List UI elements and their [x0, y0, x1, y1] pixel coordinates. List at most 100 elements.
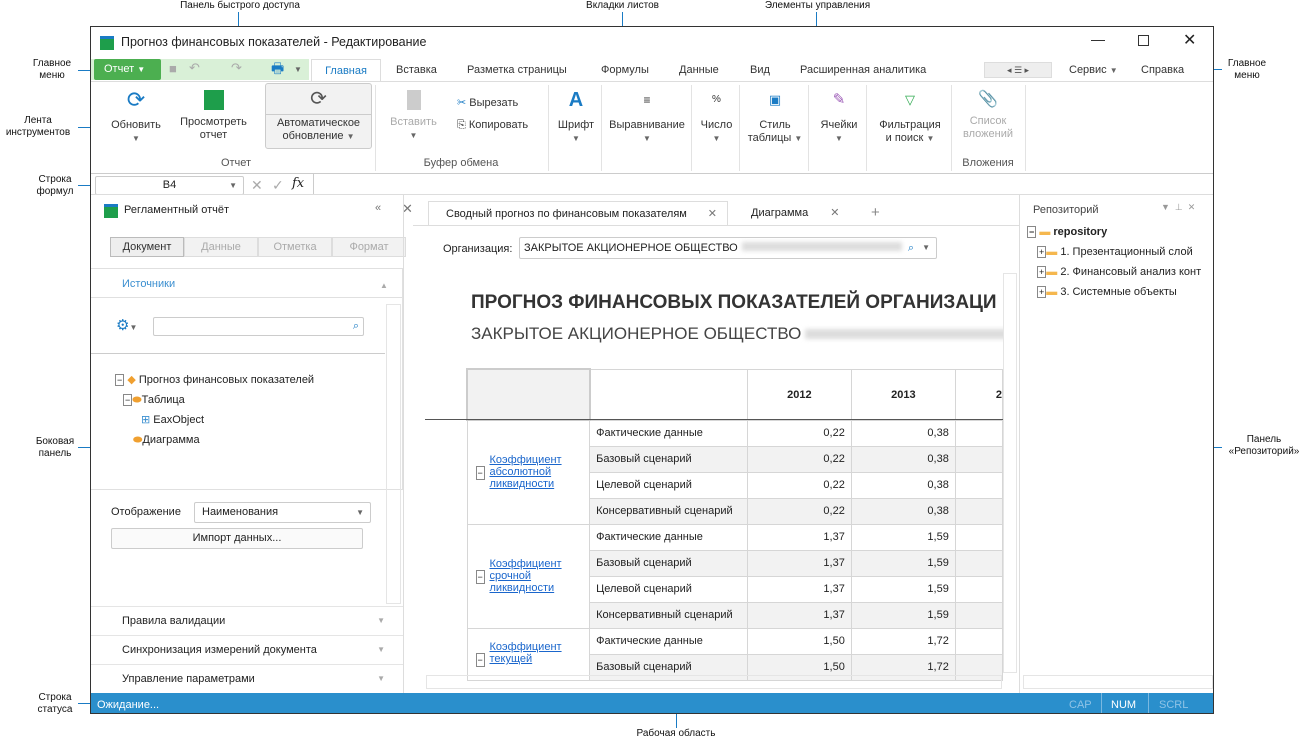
undo-icon[interactable]: ↶	[189, 60, 200, 75]
segment-format[interactable]: Формат	[332, 237, 406, 257]
data-table[interactable]: 2012 2013 2− Коэффициент абсолютной ликвидн…	[466, 368, 1003, 681]
close-tab-icon[interactable]: ✕	[830, 207, 840, 219]
value-cell[interactable]: 1,37	[746, 549, 852, 577]
value-cell[interactable]	[954, 549, 1003, 577]
font-button[interactable]: A Шрифт ▼	[551, 87, 601, 145]
search-icon[interactable]: ⌕	[907, 242, 914, 254]
value-cell[interactable]	[954, 601, 1003, 629]
sources-header[interactable]: Источники	[122, 278, 176, 290]
minimize-button[interactable]: —	[1091, 31, 1105, 47]
tree-item-table[interactable]: − ⬬Таблица	[123, 394, 185, 406]
maximize-button[interactable]	[1138, 35, 1149, 46]
section-validation-rules[interactable]: Правила валидации ▼	[91, 606, 403, 635]
repo-panel-controls[interactable]: ▼ ⊥ ✕	[1161, 202, 1196, 212]
value-cell[interactable]	[954, 471, 1003, 499]
copy-button[interactable]: ⎘ Копировать	[457, 119, 529, 131]
value-cell[interactable]: 0,22	[746, 471, 852, 499]
view-report-button[interactable]: Просмотреть отчет	[176, 87, 251, 142]
value-cell[interactable]	[954, 523, 1003, 551]
redo-icon[interactable]: ↷	[231, 60, 242, 75]
attachments-list-button[interactable]: 📎 Список вложений	[953, 87, 1023, 141]
value-cell[interactable]: 1,37	[746, 575, 852, 603]
value-cell[interactable]: 1,50	[746, 627, 852, 655]
alignment-button[interactable]: ≡ Выравнивание ▼	[606, 87, 688, 145]
value-cell[interactable]	[954, 419, 1003, 447]
horizontal-scrollbar[interactable]	[426, 675, 1002, 689]
section-dimension-sync[interactable]: Синхронизация измерений документа ▼	[91, 635, 403, 664]
tab-scroll-controls[interactable]: ◂ ☰ ▸	[984, 62, 1052, 78]
tab-view[interactable]: Вид	[750, 64, 770, 76]
tree-item-report[interactable]: − ◆ Прогноз финансовых показателей	[115, 374, 315, 386]
segment-document[interactable]: Документ	[110, 237, 184, 257]
tab-advanced-analytics[interactable]: Расширенная аналитика	[800, 64, 927, 76]
number-button[interactable]: % Число ▼	[694, 87, 739, 145]
repo-item[interactable]: + ▬ 1. Презентационный слой	[1037, 246, 1193, 258]
cells-button[interactable]: ✎ Ячейки ▼	[813, 87, 865, 145]
value-cell[interactable]	[954, 445, 1003, 473]
tree-item-chart[interactable]: ⬬Диаграмма	[133, 434, 200, 446]
tree-item-eaxobject[interactable]: ⊞ EaxObject	[141, 414, 205, 426]
value-cell[interactable]: 1,59	[850, 601, 956, 629]
function-icon[interactable]: fx	[292, 176, 305, 191]
value-cell[interactable]: 1,37	[746, 601, 852, 629]
import-data-button[interactable]: Импорт данных...	[111, 528, 363, 549]
collapse-icon[interactable]: −	[123, 394, 133, 406]
value-cell[interactable]	[954, 497, 1003, 525]
close-panel-icon[interactable]: ✕	[402, 201, 413, 216]
org-select[interactable]: ЗАКРЫТОЕ АКЦИОНЕРНОЕ ОБЩЕСТВО ⌕ ▼	[519, 237, 937, 259]
segment-mark[interactable]: Отметка	[258, 237, 332, 257]
print-icon[interactable]: 🖶	[271, 60, 285, 76]
value-cell[interactable]: 1,37	[746, 523, 852, 551]
value-cell[interactable]: 0,38	[850, 445, 956, 473]
scenario-cell[interactable]: Фактические данные	[589, 419, 748, 447]
auto-update-button[interactable]: ⟳ Автоматическое обновление ▼	[265, 83, 372, 149]
value-cell[interactable]: 1,59	[850, 549, 956, 577]
value-cell[interactable]: 1,72	[850, 627, 956, 655]
repo-item[interactable]: + ▬ 2. Финансовый анализ конт	[1037, 266, 1202, 278]
sources-collapse-icon[interactable]: ▲	[380, 281, 388, 290]
value-cell[interactable]: 0,22	[746, 419, 852, 447]
paste-button[interactable]: Вставить ▼	[386, 87, 441, 142]
collapse-icon[interactable]: −	[475, 653, 485, 667]
gear-icon[interactable]: ⚙▼	[116, 317, 138, 334]
repo-root[interactable]: − ▬ repository	[1027, 226, 1108, 238]
value-cell[interactable]: 0,38	[850, 419, 956, 447]
value-cell[interactable]: 0,22	[746, 445, 852, 473]
close-tab-icon[interactable]: ✕	[707, 208, 717, 220]
collapse-icon[interactable]: −	[475, 466, 485, 481]
sources-search-input[interactable]: ⌕	[153, 317, 364, 336]
formula-input[interactable]	[313, 173, 1213, 194]
help-menu[interactable]: Справка	[1141, 64, 1185, 76]
collapse-panel-icon[interactable]: «	[375, 202, 382, 214]
tab-insert[interactable]: Вставка	[396, 64, 437, 76]
tab-formulas[interactable]: Формулы	[601, 64, 649, 76]
scenario-cell[interactable]: Фактические данные	[589, 523, 748, 551]
scenario-cell[interactable]: Целевой сценарий	[589, 575, 748, 603]
qa-dropdown-icon[interactable]: ▼	[294, 65, 302, 74]
scenario-cell[interactable]: Консервативный сценарий	[589, 601, 748, 629]
sheet-tab-summary[interactable]: Сводный прогноз по финансовым показателя…	[428, 201, 728, 226]
scenario-cell[interactable]: Консервативный сценарий	[589, 497, 748, 525]
section-parameters[interactable]: Управление параметрами ▼	[91, 664, 403, 693]
value-cell[interactable]: 0,38	[850, 497, 956, 525]
report-menu-button[interactable]: Отчет ▼	[94, 59, 161, 80]
display-select[interactable]: Наименования ▼	[194, 502, 371, 523]
cut-button[interactable]: ✂ Вырезать	[457, 97, 519, 109]
tab-page-layout[interactable]: Разметка страницы	[467, 64, 567, 76]
value-cell[interactable]: 0,38	[850, 471, 956, 499]
add-sheet-icon[interactable]: +	[871, 204, 880, 221]
value-cell[interactable]: 1,59	[850, 575, 956, 603]
corner-cell[interactable]	[466, 368, 591, 421]
value-cell[interactable]: 0,22	[746, 497, 852, 525]
cancel-formula-icon[interactable]: ✕	[251, 177, 263, 193]
filter-search-button[interactable]: ▽ Фильтрация и поиск ▼	[869, 87, 951, 145]
service-menu[interactable]: Сервис ▼	[1069, 64, 1118, 76]
repo-item[interactable]: + ▬ 3. Системные объекты	[1037, 286, 1177, 298]
table-style-button[interactable]: ▣ Стиль таблицы ▼	[741, 87, 809, 145]
tab-home[interactable]: Главная	[311, 59, 381, 81]
indicator-link[interactable]: Коэффициент абсолютной ликвидности	[489, 454, 562, 491]
cell-reference-box[interactable]: B4 ▼	[95, 176, 244, 195]
collapse-icon[interactable]: −	[475, 570, 485, 584]
scenario-cell[interactable]: Целевой сценарий	[589, 471, 748, 499]
tab-data[interactable]: Данные	[679, 64, 719, 76]
